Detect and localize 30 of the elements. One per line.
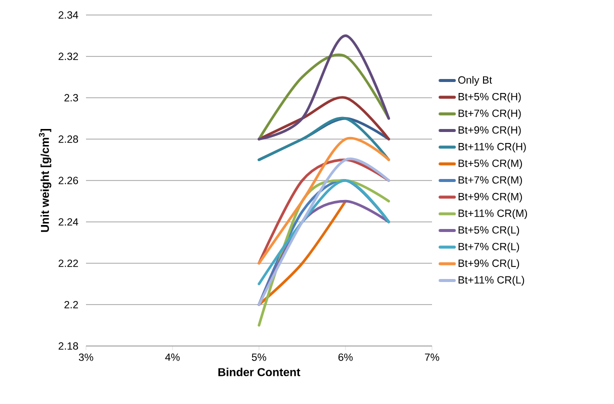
y-axis-title: Unit weight [g/cm$^{3}$] (38, 129, 52, 232)
legend-label: Bt+5% CR(H) (458, 92, 521, 102)
legend-label: Bt+9% CR(H) (458, 126, 521, 136)
x-tick-label: 6% (338, 354, 353, 361)
y-tick-label: 2.2 (64, 300, 78, 308)
y-tick-label: 2.32 (58, 52, 78, 60)
legend-label: Bt+7% CR(H) (458, 109, 521, 120)
legend-label: Only Bt (458, 76, 492, 86)
line-series (258, 136, 390, 265)
legend-label: Bt+11% CR(L) (458, 276, 524, 286)
legend-label: Bt+5% CR(L) (458, 226, 520, 236)
legend-label: Bt+11% CR(H) (458, 142, 526, 152)
y-tick-label: 2.18 (58, 342, 78, 350)
x-tick-label: 7% (424, 354, 440, 361)
x-tick-label: 3% (78, 354, 94, 361)
legend-label: Bt+7% CR(L) (458, 242, 520, 252)
y-tick-label: 2.34 (58, 11, 78, 19)
y-tick-label: 2.3 (64, 94, 78, 102)
y-tick-label: 2.28 (58, 135, 78, 143)
legend-label: Bt+9% CR(L) (458, 259, 520, 270)
x-tick-label: 5% (252, 354, 266, 361)
legend-label: Bt+9% CR(M) (458, 192, 522, 202)
legend-label: Bt+11% CR(M) (458, 209, 527, 220)
y-tick-label: 2.24 (58, 218, 78, 226)
x-axis-title: Binder Content (218, 368, 300, 376)
y-tick-label: 2.26 (58, 176, 78, 184)
x-tick-label: 4% (165, 354, 180, 361)
legend-label: Bt+5% CR(M) (458, 159, 522, 170)
y-tick-label: 2.22 (58, 260, 78, 267)
legend-label: Bt+7% CR(M) (458, 176, 522, 186)
